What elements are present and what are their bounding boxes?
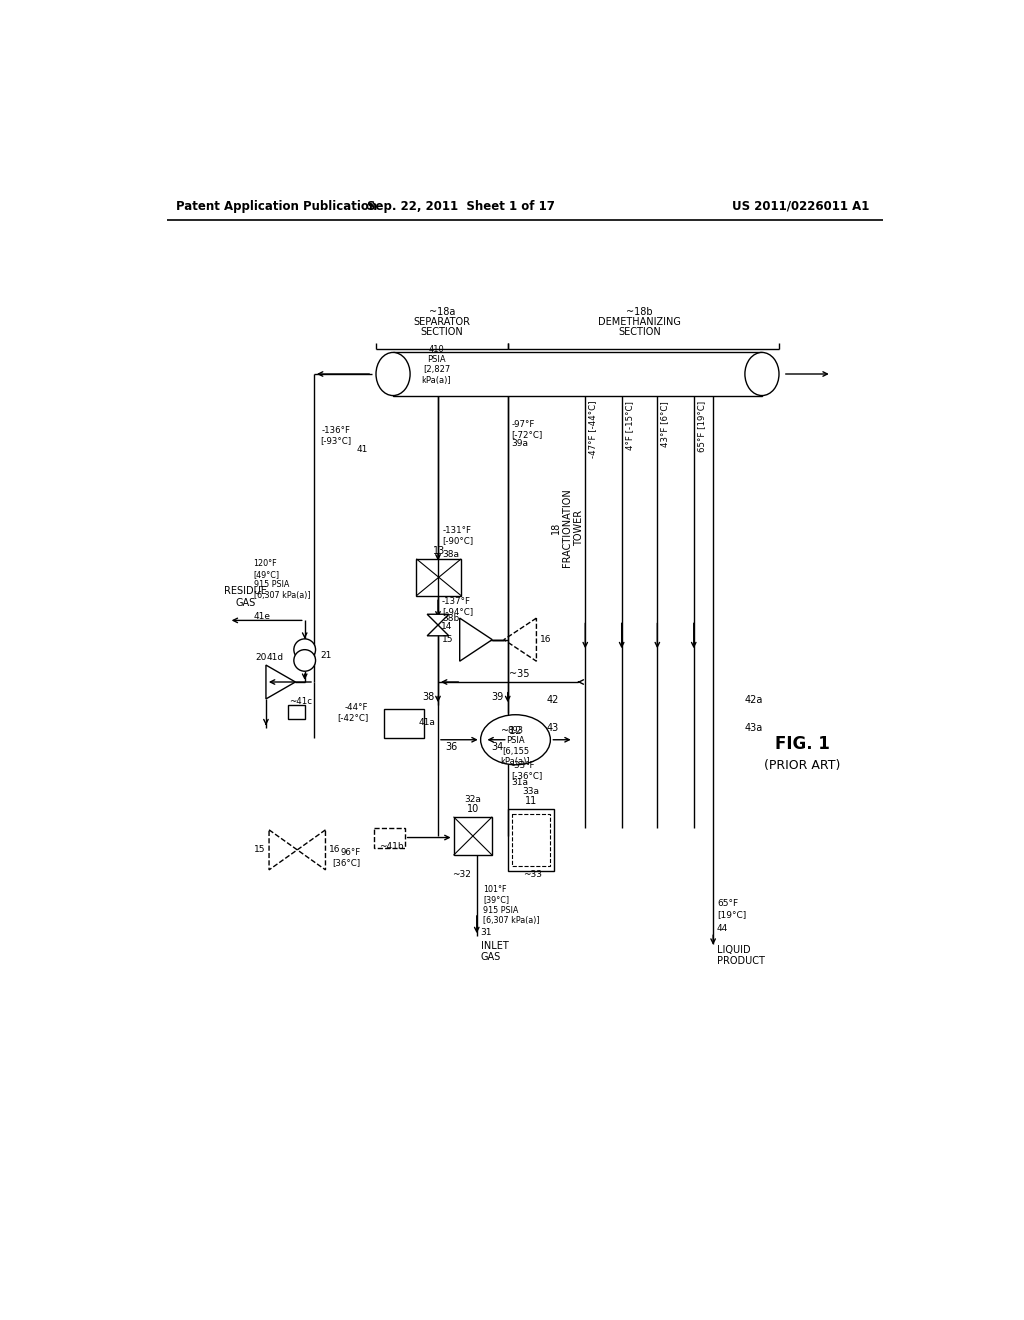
Text: Patent Application Publication: Patent Application Publication bbox=[176, 199, 377, 213]
Text: 43°F [6°C]: 43°F [6°C] bbox=[660, 401, 670, 446]
Text: 44: 44 bbox=[717, 924, 728, 933]
Text: ~12: ~12 bbox=[502, 726, 522, 735]
Text: ~33: ~33 bbox=[523, 870, 543, 879]
Text: SEPARATOR: SEPARATOR bbox=[414, 317, 470, 327]
Ellipse shape bbox=[744, 352, 779, 396]
Text: 31a: 31a bbox=[512, 777, 528, 787]
Text: 41e: 41e bbox=[254, 612, 270, 620]
Text: -47°F [-44°C]: -47°F [-44°C] bbox=[589, 401, 597, 458]
Text: US 2011/0226011 A1: US 2011/0226011 A1 bbox=[732, 199, 869, 213]
Text: 65°F
[19°C]: 65°F [19°C] bbox=[717, 899, 746, 919]
Text: 43a: 43a bbox=[744, 723, 763, 733]
Text: 36: 36 bbox=[445, 742, 458, 752]
Text: 42: 42 bbox=[547, 694, 559, 705]
Text: 38: 38 bbox=[422, 693, 434, 702]
Text: 43: 43 bbox=[547, 723, 559, 733]
Text: SECTION: SECTION bbox=[618, 327, 660, 338]
Text: 41a: 41a bbox=[419, 718, 435, 726]
Text: 42a: 42a bbox=[744, 694, 763, 705]
Text: ~41b: ~41b bbox=[379, 842, 403, 850]
Circle shape bbox=[294, 639, 315, 660]
Text: Sep. 22, 2011  Sheet 1 of 17: Sep. 22, 2011 Sheet 1 of 17 bbox=[368, 199, 555, 213]
Bar bbox=[417, 558, 461, 595]
Text: 21: 21 bbox=[321, 651, 332, 660]
Text: ~35: ~35 bbox=[509, 669, 529, 680]
Bar bbox=[508, 809, 554, 871]
Text: 120°F
[49°C]
915 PSIA
[6,307 kPa(a)]: 120°F [49°C] 915 PSIA [6,307 kPa(a)] bbox=[254, 560, 310, 599]
Text: 101°F
[39°C]
915 PSIA
[6,307 kPa(a)]: 101°F [39°C] 915 PSIA [6,307 kPa(a)] bbox=[483, 886, 540, 925]
Text: -131°F
[-90°C]: -131°F [-90°C] bbox=[442, 525, 474, 545]
Text: LIQUID
PRODUCT: LIQUID PRODUCT bbox=[717, 945, 765, 966]
Text: RESIDUE
GAS: RESIDUE GAS bbox=[224, 586, 267, 609]
Circle shape bbox=[294, 649, 315, 671]
Text: -137°F
[-94°C]: -137°F [-94°C] bbox=[442, 597, 473, 616]
Polygon shape bbox=[427, 614, 449, 626]
Text: 15: 15 bbox=[254, 845, 265, 854]
Text: 34: 34 bbox=[492, 742, 504, 752]
Text: 893
PSIA
[6,155
kPa(a)]: 893 PSIA [6,155 kPa(a)] bbox=[501, 726, 530, 766]
Text: 13: 13 bbox=[433, 546, 444, 556]
Text: 41: 41 bbox=[356, 445, 368, 454]
Text: -33°F
[-36°C]: -33°F [-36°C] bbox=[512, 760, 543, 780]
Text: INLET
GAS: INLET GAS bbox=[480, 941, 508, 962]
Text: 41d: 41d bbox=[266, 653, 284, 661]
Text: 33a: 33a bbox=[522, 787, 540, 796]
Polygon shape bbox=[427, 626, 449, 636]
Text: 4°F [-15°C]: 4°F [-15°C] bbox=[625, 401, 634, 450]
Polygon shape bbox=[266, 665, 295, 700]
Text: 39a: 39a bbox=[512, 438, 528, 447]
Text: (PRIOR ART): (PRIOR ART) bbox=[764, 759, 841, 772]
Bar bbox=[454, 817, 493, 855]
Text: 20: 20 bbox=[256, 653, 267, 661]
Polygon shape bbox=[460, 618, 493, 661]
Text: 10: 10 bbox=[467, 804, 479, 814]
Text: SECTION: SECTION bbox=[421, 327, 463, 338]
Text: DEMETHANIZING: DEMETHANIZING bbox=[598, 317, 681, 327]
Text: 16: 16 bbox=[541, 635, 552, 644]
Text: -97°F
[-72°C]: -97°F [-72°C] bbox=[512, 420, 543, 440]
Text: 18
FRACTIONATION
TOWER: 18 FRACTIONATION TOWER bbox=[551, 488, 584, 568]
Text: FIG. 1: FIG. 1 bbox=[775, 735, 829, 752]
Text: ~41c: ~41c bbox=[289, 697, 312, 706]
Text: 31: 31 bbox=[480, 928, 493, 937]
Text: 16: 16 bbox=[330, 845, 341, 854]
Text: ~18a: ~18a bbox=[429, 308, 455, 317]
Text: 15: 15 bbox=[442, 635, 454, 644]
Bar bbox=[512, 813, 550, 866]
Text: 14: 14 bbox=[441, 622, 453, 631]
Ellipse shape bbox=[480, 714, 550, 764]
Bar bbox=[289, 705, 305, 719]
Text: -44°F
[-42°C]: -44°F [-42°C] bbox=[337, 704, 369, 722]
Text: ~32: ~32 bbox=[452, 870, 471, 879]
Text: 11: 11 bbox=[525, 796, 538, 807]
Text: 39: 39 bbox=[492, 693, 504, 702]
Text: 32a: 32a bbox=[465, 795, 481, 804]
Bar bbox=[384, 709, 424, 738]
Text: 96°F
[36°C]: 96°F [36°C] bbox=[333, 847, 360, 867]
Ellipse shape bbox=[376, 352, 410, 396]
Text: 65°F [19°C]: 65°F [19°C] bbox=[697, 401, 706, 451]
Text: 38b: 38b bbox=[442, 614, 459, 623]
Text: 410
PSIA
[2,827
kPa(a)]: 410 PSIA [2,827 kPa(a)] bbox=[422, 345, 452, 385]
Text: ~18b: ~18b bbox=[627, 308, 653, 317]
Text: -136°F
[-93°C]: -136°F [-93°C] bbox=[321, 426, 351, 445]
Text: 38a: 38a bbox=[442, 550, 460, 560]
Bar bbox=[374, 829, 404, 847]
Bar bbox=[393, 352, 762, 396]
